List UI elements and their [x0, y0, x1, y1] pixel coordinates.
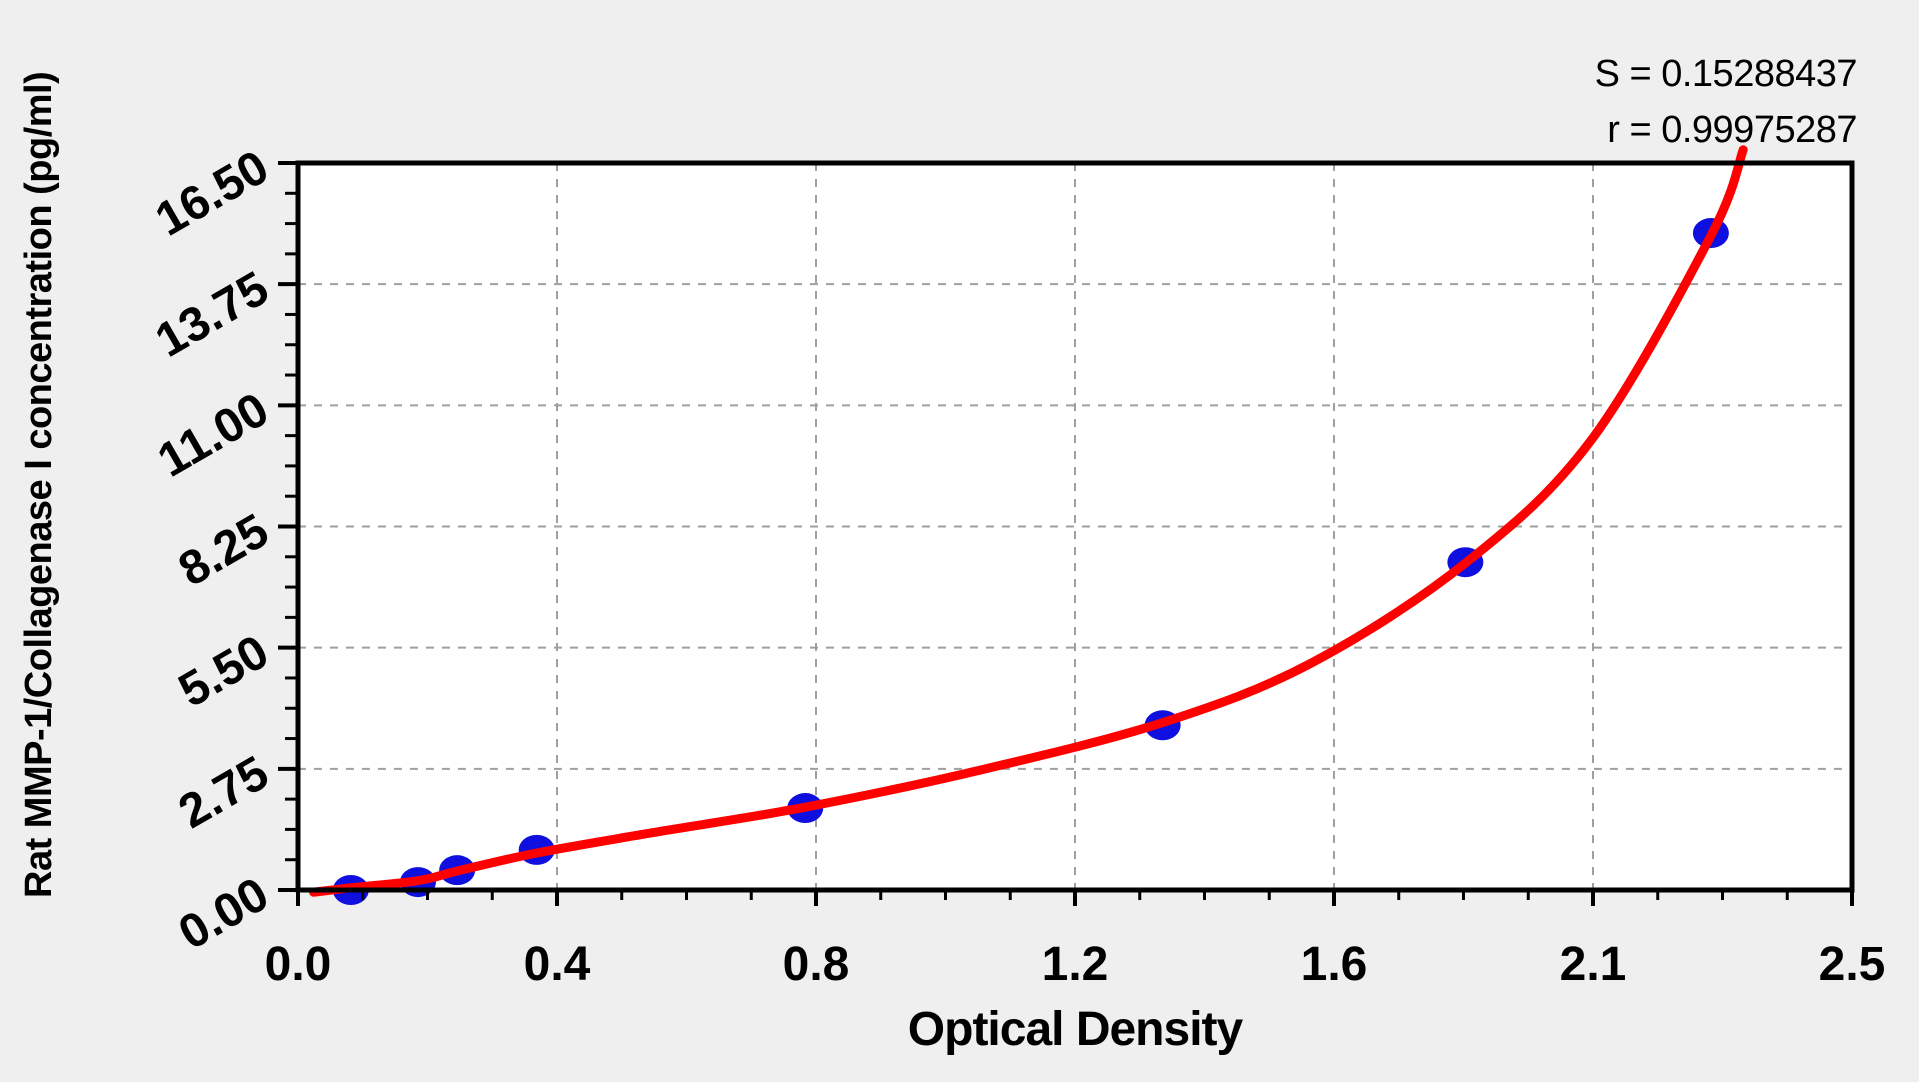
y-tick-label: 2.75 — [170, 746, 277, 839]
y-tick-label: 13.75 — [147, 262, 278, 368]
x-tick-label: 2.1 — [1560, 938, 1627, 991]
fitted-curve — [309, 145, 1748, 897]
plot-background — [298, 163, 1852, 890]
fit-statistic-s: S = 0.15288437 — [1594, 53, 1858, 95]
fit-statistic-r: r = 0.99975287 — [1607, 109, 1857, 151]
x-tick-label: 0.4 — [524, 938, 591, 991]
x-tick-label: 2.5 — [1819, 938, 1886, 991]
fit-statistics: S = 0.15288437 r = 0.99975287 — [1594, 46, 1858, 158]
y-tick-label: 5.50 — [170, 625, 277, 718]
y-axis-title: Rat MMP-1/Collagenase I concentration (p… — [18, 71, 60, 898]
y-tick-label: 8.25 — [170, 504, 277, 597]
y-tick-label: 0.00 — [170, 868, 277, 961]
x-tick-label: 0.0 — [265, 938, 332, 991]
y-tick-label: 16.50 — [147, 141, 278, 247]
x-tick-label: 1.6 — [1301, 938, 1368, 991]
y-tick-label: 11.00 — [149, 383, 277, 488]
x-axis-title: Optical Density — [907, 1003, 1243, 1056]
x-tick-label: 0.8 — [783, 938, 850, 991]
x-tick-label: 1.2 — [1042, 938, 1109, 991]
